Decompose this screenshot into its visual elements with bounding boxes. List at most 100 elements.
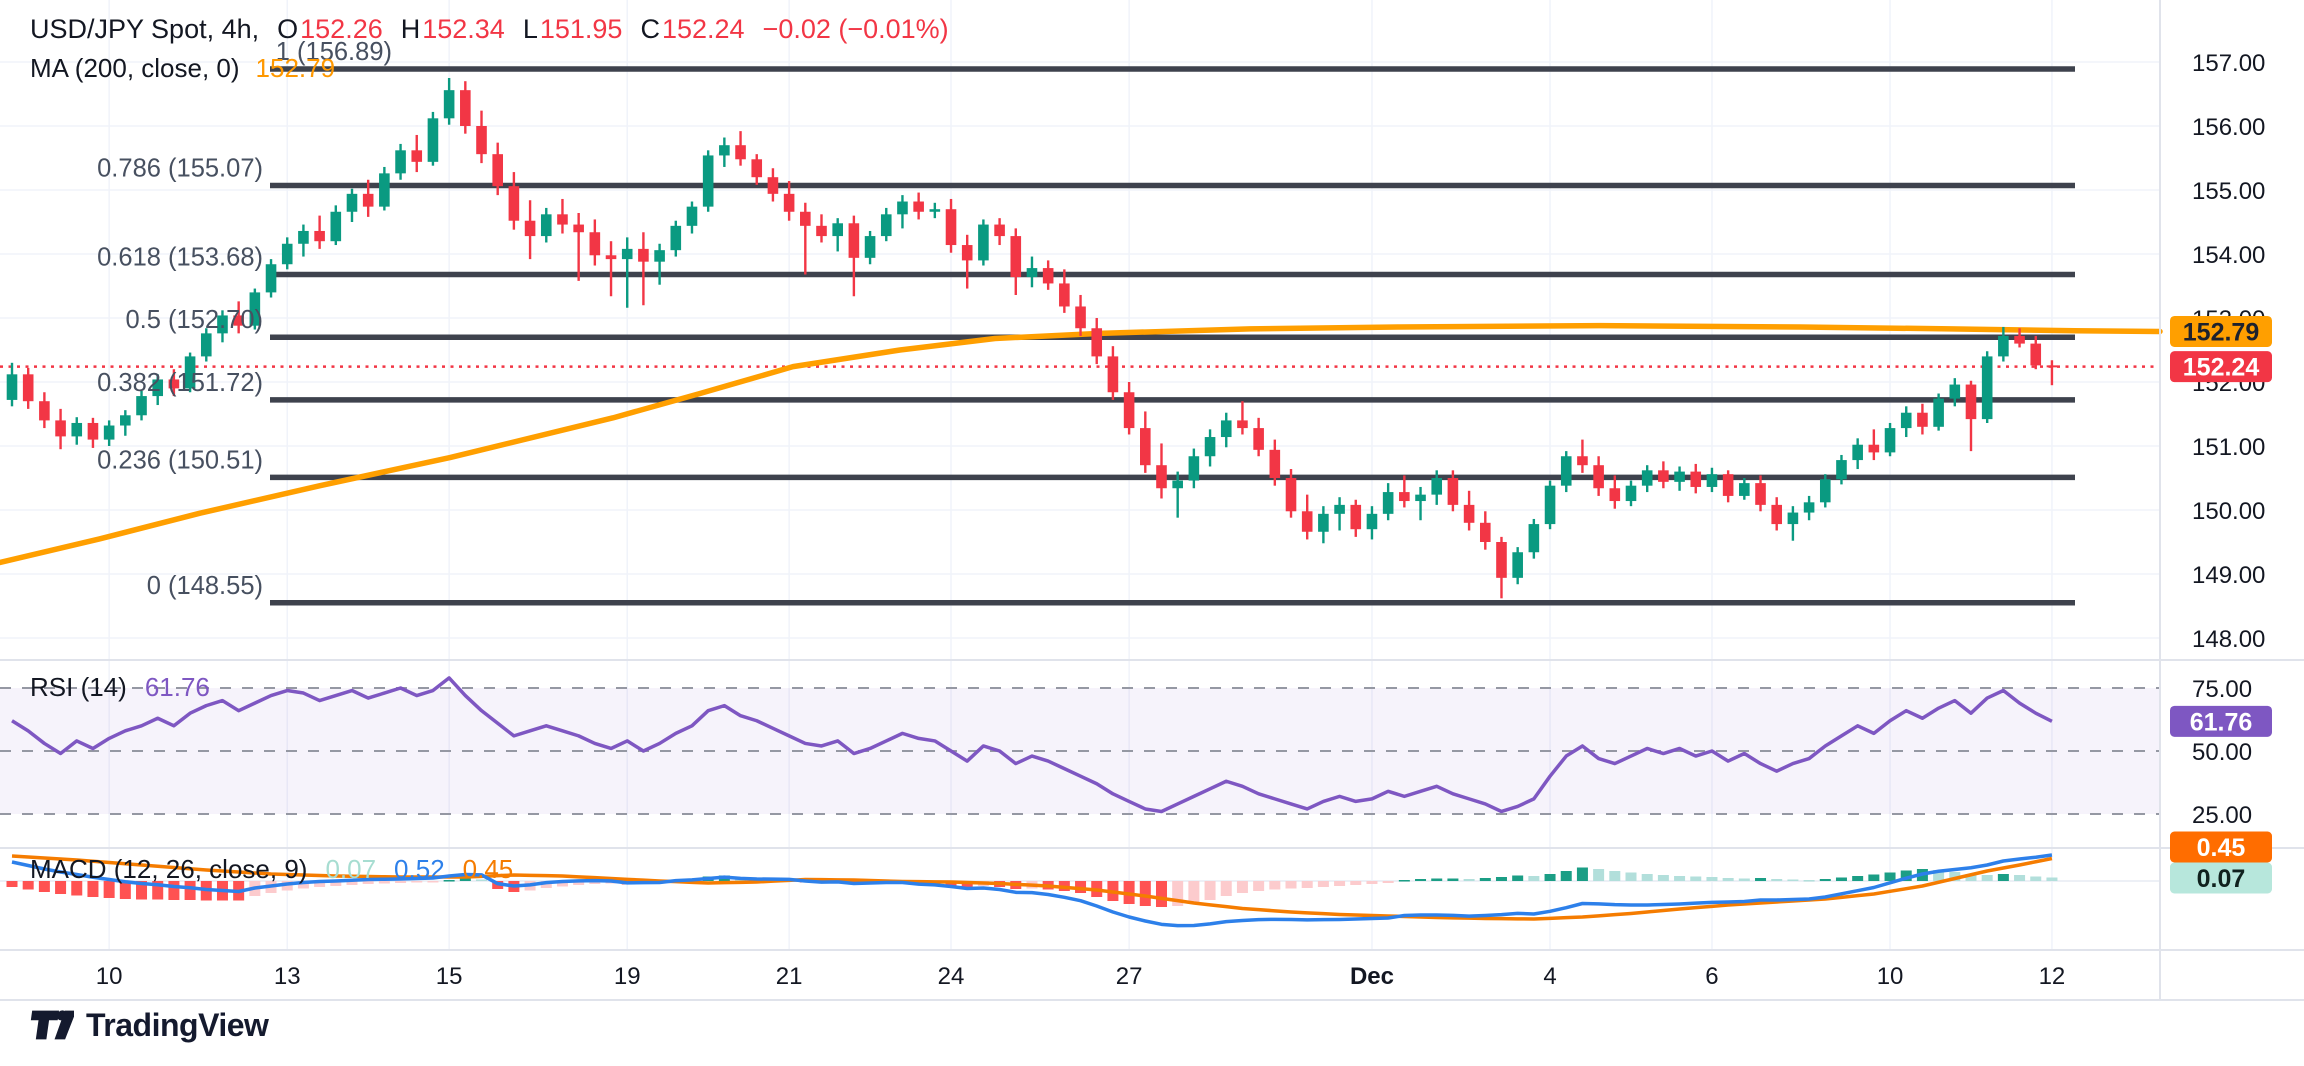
candle-body bbox=[686, 206, 698, 226]
candle-body bbox=[184, 356, 196, 389]
macd-hist-bar bbox=[589, 881, 601, 884]
tradingview-logo-icon bbox=[30, 1010, 74, 1040]
candle-body bbox=[314, 230, 325, 242]
macd-hist-bar bbox=[476, 879, 488, 881]
candle-body bbox=[1933, 398, 1944, 427]
macd-hist-bar bbox=[427, 881, 439, 883]
axis-tick-label: 50.00 bbox=[2192, 739, 2252, 766]
candle-body bbox=[379, 173, 390, 207]
macd-hist-bar bbox=[136, 881, 148, 900]
candle-body bbox=[1674, 471, 1685, 482]
rsi-line[interactable] bbox=[11, 676, 2053, 814]
candle-body bbox=[1415, 494, 1426, 502]
macd-hist-bar bbox=[1576, 867, 1588, 881]
macd-hist-bar bbox=[1787, 879, 1799, 881]
ma-legend-row: MA (200, close, 0) 152.79 bbox=[30, 53, 949, 84]
candle-body bbox=[1852, 444, 1863, 461]
macd-hist-bar bbox=[1868, 874, 1880, 881]
macd-hist-bar bbox=[556, 881, 568, 887]
time-axis-label: 27 bbox=[1116, 963, 1143, 990]
axis-tick-label: 25.00 bbox=[2192, 802, 2252, 829]
candle-body bbox=[1755, 483, 1766, 505]
macd-hist-bar bbox=[297, 881, 309, 889]
candle-body bbox=[2046, 365, 2058, 368]
candle-body bbox=[22, 374, 34, 402]
candle-body bbox=[1544, 485, 1556, 525]
macd-hist-bar bbox=[1609, 871, 1621, 881]
macd-hist-bar bbox=[395, 881, 407, 883]
time-axis-label: 24 bbox=[938, 963, 965, 990]
candle-body bbox=[1690, 471, 1702, 487]
macd-hist-bar bbox=[1981, 875, 1993, 881]
fib-level-label: 0.618 (153.68) bbox=[97, 243, 263, 271]
candle-body bbox=[120, 415, 131, 426]
ohlc-high: H 152.34 bbox=[400, 14, 505, 44]
macd-hist-bar bbox=[1415, 879, 1427, 881]
candle-body bbox=[783, 193, 795, 212]
candle-body bbox=[1350, 504, 1362, 530]
macd-hist-bar bbox=[314, 881, 326, 887]
time-axis-label: 12 bbox=[2039, 963, 2066, 990]
candle-body bbox=[39, 401, 50, 421]
axis-tick-label: 149.00 bbox=[2192, 562, 2265, 589]
macd-hist-bar bbox=[1431, 878, 1443, 881]
candle-body bbox=[1075, 306, 1086, 329]
axis-tick-label: 75.00 bbox=[2192, 676, 2252, 703]
candle-body bbox=[71, 422, 83, 437]
candle-body bbox=[735, 145, 746, 160]
macd-hist-bar bbox=[168, 881, 180, 900]
rsi-levels bbox=[0, 687, 2160, 815]
grid-lines bbox=[0, 0, 2160, 950]
pane-separators bbox=[0, 0, 2304, 1001]
macd-hist-bar bbox=[71, 881, 83, 896]
candle-body bbox=[136, 396, 147, 416]
candle-body bbox=[1301, 511, 1313, 532]
macd-signal-line[interactable] bbox=[11, 854, 2053, 921]
candle-body bbox=[1091, 328, 1103, 357]
time-axis-label: 4 bbox=[1543, 963, 1556, 990]
candle-body bbox=[702, 155, 714, 207]
candle-body bbox=[460, 90, 471, 126]
candle-body bbox=[1868, 444, 1880, 453]
candle-body bbox=[1140, 428, 1151, 466]
fib-retracement[interactable] bbox=[270, 66, 2075, 606]
candle-body bbox=[1998, 335, 2009, 357]
symbol-legend: USD/JPY Spot, 4h, O 152.26 H 152.34 L 151.9… bbox=[30, 14, 949, 84]
candle-body bbox=[1431, 478, 1443, 495]
macd-signal-badge-text: 0.45 bbox=[2197, 834, 2246, 862]
rsi-indicator-label[interactable]: RSI (14) bbox=[30, 672, 127, 702]
time-axis[interactable]: 10 13 15 19 21 24 27 Dec 4 6 10 12 bbox=[96, 963, 2066, 990]
symbol-name[interactable]: USD/JPY Spot, 4h, bbox=[30, 14, 260, 44]
candle-body bbox=[589, 232, 601, 256]
candle-body bbox=[1334, 504, 1345, 514]
candle-body bbox=[654, 250, 665, 262]
macd-hist-bar bbox=[443, 880, 455, 882]
macd-hist-bar bbox=[1155, 881, 1167, 907]
axis-tick-label: 157.00 bbox=[2192, 50, 2265, 77]
macd-hist-bar bbox=[55, 881, 67, 894]
tradingview-logo[interactable]: TradingView bbox=[26, 1006, 269, 1044]
ma-indicator-label[interactable]: MA (200, close, 0) bbox=[30, 53, 240, 83]
axis-tick-label: 154.00 bbox=[2192, 242, 2265, 269]
time-axis-label: 13 bbox=[274, 963, 301, 990]
macd-hist-bar bbox=[330, 881, 342, 886]
macd-hist-bar bbox=[1350, 881, 1362, 885]
fib-level-label: 0.236 (150.51) bbox=[97, 446, 263, 474]
candle-body bbox=[1285, 478, 1297, 512]
macd-line[interactable] bbox=[11, 853, 2053, 928]
ma-200-line[interactable] bbox=[0, 322, 2163, 566]
candle-body bbox=[1479, 522, 1491, 542]
ma-price-badge bbox=[2170, 315, 2272, 347]
candle-body bbox=[961, 245, 973, 261]
candle-body bbox=[1447, 478, 1459, 505]
candle-body bbox=[1399, 492, 1410, 502]
candle-body bbox=[395, 150, 406, 174]
macd-hist-bar bbox=[1382, 881, 1394, 883]
candle-body bbox=[751, 159, 763, 178]
candle-body bbox=[540, 214, 552, 237]
candle-body bbox=[1722, 474, 1734, 496]
macd-hist-badge bbox=[2170, 862, 2272, 894]
macd-hist-bar bbox=[1512, 875, 1524, 881]
macd-indicator-label[interactable]: MACD (12, 26, close, 9) bbox=[30, 854, 308, 884]
